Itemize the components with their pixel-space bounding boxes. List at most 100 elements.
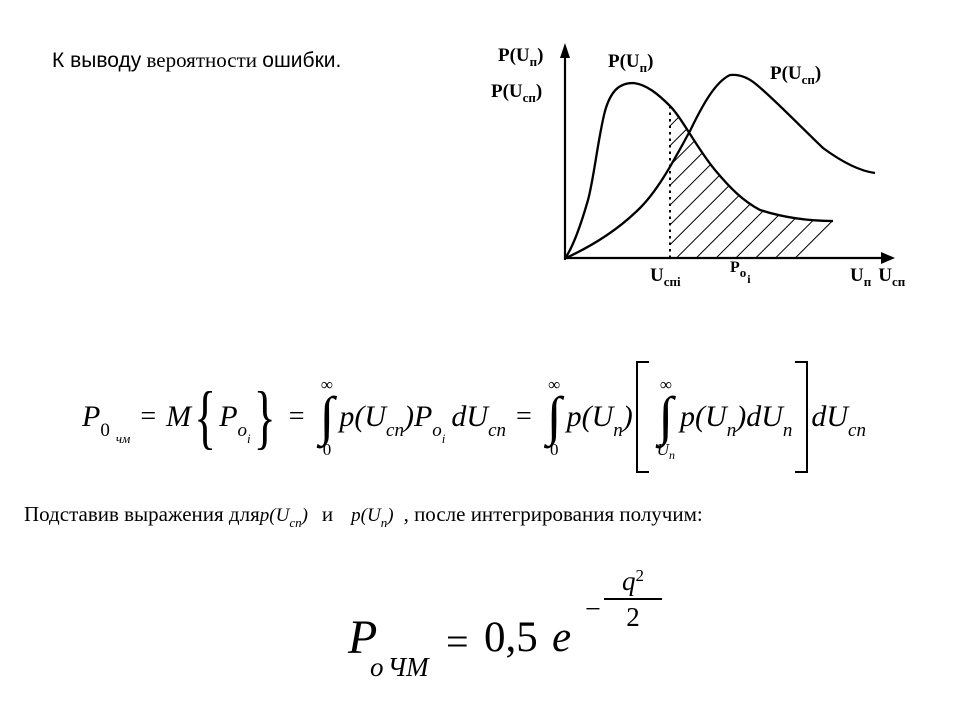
math-text: )dU	[736, 400, 783, 433]
inline-formula-ucn: p(Uсп)	[259, 505, 308, 530]
coefficient: 0,5	[484, 614, 538, 661]
subscript: о	[370, 652, 384, 682]
curve-noise-pdf	[565, 81, 834, 258]
paragraph-lead: Подставив выражения для	[24, 502, 260, 526]
label-text: P(U	[770, 63, 802, 84]
math-text: dU	[451, 400, 489, 433]
label-subsubscript: i	[747, 272, 751, 286]
x-axis-variables-label: Uп Uсп	[850, 265, 905, 288]
closing-bracket	[795, 361, 809, 473]
integral-un-inf: ∞ ∫ Uп	[656, 375, 675, 461]
subsubscript: i	[441, 431, 446, 446]
exponent-fraction: q2 2	[604, 566, 662, 632]
expectation-operator: M	[166, 400, 192, 433]
math-text: )P	[403, 400, 433, 433]
label-subscript: о	[739, 265, 747, 280]
subscript: п	[726, 420, 737, 441]
label-text: )	[537, 45, 544, 66]
figure-canvas	[560, 43, 895, 264]
subscript: 0	[100, 420, 110, 441]
minus-sign: −	[585, 594, 601, 625]
subsubscript: чм	[115, 431, 131, 446]
label-text: )	[814, 63, 822, 84]
integral-0-inf: ∞ ∫ 0	[320, 376, 335, 457]
math-text: p(U	[680, 400, 727, 433]
math-text: p(U	[566, 400, 614, 433]
lower-limit: 0	[549, 439, 559, 459]
label-subscript: сп	[801, 72, 815, 87]
lower-limit: Uп	[656, 439, 675, 461]
variable: P	[348, 611, 378, 664]
label-text: P(U	[608, 51, 640, 72]
label-text: )	[647, 51, 654, 72]
outer-differential: dUсп	[811, 400, 866, 441]
label-text: U	[878, 265, 892, 286]
conjunction: и	[321, 502, 334, 526]
closing-brace: }	[253, 376, 276, 456]
subscript: о	[432, 420, 442, 441]
curve1-label: P(Uп)	[608, 51, 654, 74]
x-label-error-probability: Pоi	[730, 259, 751, 286]
title-part-3: ошибки.	[262, 49, 342, 72]
opening-bracket	[635, 361, 649, 473]
lower-limit: 0	[322, 439, 332, 459]
upper-limit: ∞	[548, 375, 561, 395]
subscript: п	[669, 447, 676, 462]
variable: q	[622, 566, 636, 596]
paragraph-tail: , после интегрирования получим:	[403, 502, 703, 526]
subscript: п	[782, 420, 793, 441]
variable: P	[219, 400, 238, 433]
x-axis-arrowhead	[881, 252, 895, 264]
equals-sign: =	[288, 401, 305, 432]
math-text: )	[622, 400, 633, 433]
error-probability-derivation-formula: P0 чм = M { Pоi } = ∞ ∫ 0 p(Uсп)PоidUсп = ∞…	[82, 352, 922, 482]
exponent-power: 2	[635, 566, 645, 585]
curve2-label: P(Uсп)	[770, 63, 822, 86]
title-part-2: вероятности	[146, 48, 258, 72]
subscript: о	[237, 420, 248, 441]
integrand-term-1: p(Uсп)PоidUсп	[339, 400, 506, 446]
upper-limit: ∞	[659, 375, 672, 395]
label-text: U	[650, 265, 664, 286]
poi-term: Pоi	[219, 400, 250, 446]
label-subscript: п	[639, 60, 648, 75]
equals-sign: =	[140, 401, 157, 432]
label-text: P	[730, 259, 740, 276]
formula-lhs: P0 чм	[82, 400, 130, 446]
fraction-denominator: 2	[626, 602, 640, 632]
variable: U	[656, 439, 670, 459]
integral-sign: ∫	[319, 386, 335, 447]
subsubscript: i	[247, 431, 251, 446]
inline-formula-un: p(Uп)	[351, 505, 393, 530]
label-text: U	[850, 265, 864, 286]
explanatory-paragraph: Подставив выражения дляp(Uсп) и p(Uп), пос…	[24, 502, 944, 530]
subscript: сп	[488, 420, 507, 441]
math-text: )	[301, 505, 308, 526]
label-subscript: п	[863, 274, 872, 289]
subscript: п	[613, 420, 623, 441]
subscript: сп	[289, 515, 302, 530]
euler-number: e	[552, 614, 572, 661]
label-subscript: сп	[522, 90, 536, 105]
label-subscript: сп	[891, 274, 906, 289]
label-subscript: п	[529, 54, 538, 69]
opening-brace: {	[194, 376, 217, 456]
math-text: dU	[811, 400, 849, 433]
equals-sign: =	[446, 619, 469, 664]
subscript-group: о ЧМ	[370, 654, 429, 681]
integral-sign: ∫	[658, 386, 674, 447]
fraction-numerator: q2	[604, 566, 662, 600]
math-text: p(U	[259, 505, 290, 526]
integrand-term-3: p(Uп)dUп	[680, 400, 792, 441]
label-text: P(U	[498, 45, 530, 66]
curve-signal-noise-pdf	[565, 73, 876, 260]
y-axis-arrowhead	[560, 43, 570, 58]
integral-sign: ∫	[546, 386, 562, 447]
page-title: К выводу вероятности ошибки.	[52, 48, 341, 73]
upper-limit: ∞	[320, 375, 334, 395]
x-label-threshold: Uспi	[650, 265, 681, 288]
label-text: P(U	[491, 81, 523, 102]
math-text: p(U	[351, 505, 381, 526]
label-subscript: спi	[663, 274, 681, 289]
